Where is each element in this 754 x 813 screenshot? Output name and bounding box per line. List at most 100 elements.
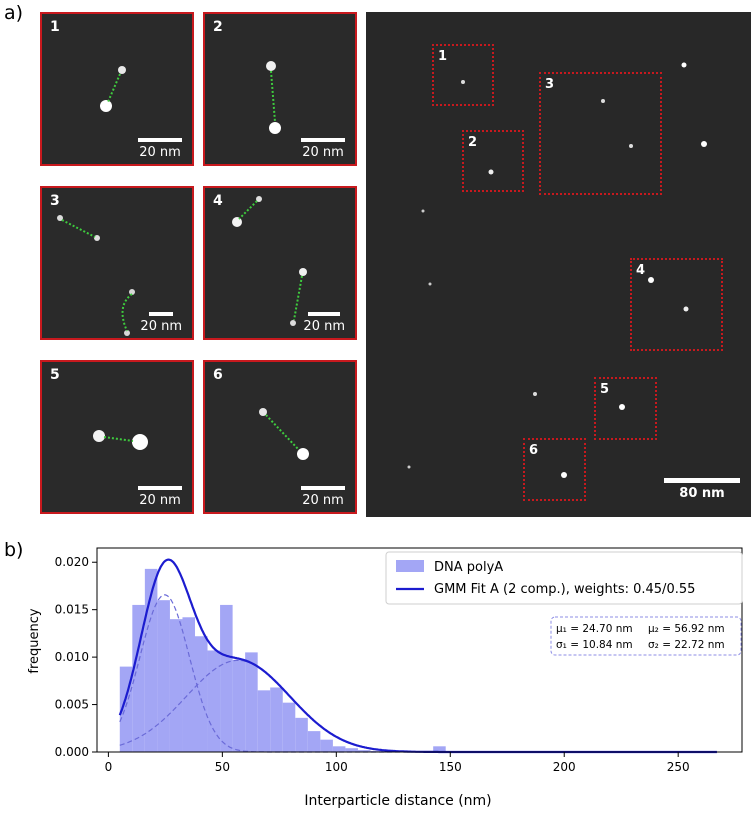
histogram-bar bbox=[295, 717, 308, 752]
panel-a-label: a) bbox=[4, 2, 24, 24]
particle bbox=[132, 434, 148, 450]
scale-bar-label: 20 nm bbox=[139, 493, 181, 508]
scale-bar-label: 20 nm bbox=[140, 319, 182, 334]
particle bbox=[629, 144, 633, 148]
distance-line bbox=[61, 219, 96, 238]
particle bbox=[290, 320, 296, 326]
legend-box bbox=[385, 551, 743, 605]
histogram-bar bbox=[245, 652, 258, 752]
scale-bar-label: 20 nm bbox=[302, 145, 344, 160]
scale-bar-label: 80 nm bbox=[679, 486, 725, 501]
particle bbox=[701, 141, 707, 147]
legend-label-fit: GMM Fit A (2 comp.), weights: 0.45/0.55 bbox=[434, 582, 695, 597]
tile-number: 6 bbox=[213, 367, 223, 383]
tile-4-image bbox=[232, 196, 307, 326]
panel-b-label: b) bbox=[4, 539, 24, 561]
overview-particles bbox=[407, 62, 707, 478]
tile-number: 1 bbox=[50, 19, 60, 35]
distance-line bbox=[265, 414, 300, 451]
tile-4: 4 20 nm bbox=[203, 186, 357, 340]
region-6: 6 bbox=[523, 438, 586, 501]
histogram-bar bbox=[220, 604, 233, 752]
x-axis-ticks: 0 50 100 150 200 250 bbox=[105, 752, 690, 774]
y-tick-label: 0.020 bbox=[55, 555, 89, 569]
region-3: 3 bbox=[539, 72, 662, 195]
overview-image: 1 2 3 4 5 6 80 nm bbox=[366, 12, 751, 517]
particle bbox=[421, 209, 425, 213]
x-tick-label: 0 bbox=[105, 760, 113, 774]
tile-5-image bbox=[93, 430, 148, 450]
distance-line bbox=[238, 200, 258, 220]
particle bbox=[297, 448, 309, 460]
particle bbox=[648, 277, 654, 283]
histogram-bar bbox=[257, 690, 271, 752]
particle bbox=[269, 122, 281, 134]
sigma2-label: σ₂ = 22.72 nm bbox=[648, 639, 725, 651]
tile-number: 5 bbox=[50, 367, 60, 383]
region-number: 5 bbox=[600, 382, 610, 397]
tile-5: 5 20 nm bbox=[40, 360, 194, 514]
histogram-bars bbox=[119, 568, 446, 752]
particle bbox=[561, 472, 567, 478]
y-tick-label: 0.005 bbox=[55, 698, 89, 712]
tile-6-image bbox=[259, 408, 309, 460]
scale-bar-label: 20 nm bbox=[303, 319, 345, 334]
particle bbox=[488, 169, 494, 175]
histogram-bar bbox=[232, 659, 246, 752]
particle bbox=[57, 215, 63, 221]
scale-bar-line bbox=[138, 138, 182, 142]
histogram-bar bbox=[345, 748, 358, 752]
tile-number: 2 bbox=[213, 19, 223, 35]
tile-3-image bbox=[57, 215, 135, 336]
region-1: 1 bbox=[432, 44, 494, 106]
tile-1-image bbox=[100, 66, 126, 112]
particle bbox=[93, 430, 105, 442]
particle bbox=[681, 62, 687, 68]
particle bbox=[256, 196, 262, 202]
x-tick-label: 150 bbox=[439, 760, 462, 774]
scale-bar-line bbox=[138, 486, 182, 490]
distance-line bbox=[121, 293, 133, 332]
scale-bar: 80 nm bbox=[664, 478, 740, 501]
tile-number: 4 bbox=[213, 193, 223, 209]
scale-bar-line bbox=[664, 478, 740, 483]
histogram-bar bbox=[132, 604, 145, 752]
y-tick-label: 0.015 bbox=[55, 603, 89, 617]
x-tick-label: 200 bbox=[553, 760, 576, 774]
scale-bar: 20 nm bbox=[140, 312, 182, 334]
particle bbox=[100, 100, 112, 112]
region-number: 3 bbox=[545, 77, 555, 92]
particle bbox=[266, 61, 276, 71]
particle bbox=[428, 282, 432, 286]
y-axis-ticks: 0.000 0.005 0.010 0.015 0.020 bbox=[55, 555, 97, 759]
x-axis-label: Interparticle distance (nm) bbox=[304, 793, 491, 809]
histogram-bar bbox=[307, 731, 321, 752]
histogram-chart: 0 50 100 150 200 250 0.000 0.005 0.010 0.015 0.02… bbox=[27, 547, 743, 809]
region-2: 2 bbox=[462, 130, 524, 192]
region-number: 2 bbox=[468, 135, 478, 150]
scale-bar-line bbox=[149, 312, 174, 316]
scale-bar-label: 20 nm bbox=[302, 493, 344, 508]
histogram-bar bbox=[207, 650, 221, 752]
mu1-label: μ₁ = 24.70 nm bbox=[556, 623, 633, 635]
particle bbox=[461, 80, 465, 84]
distance-line bbox=[270, 70, 276, 123]
histogram-bar bbox=[144, 568, 158, 752]
tile-number: 3 bbox=[50, 193, 60, 209]
scale-bar-label: 20 nm bbox=[139, 145, 181, 160]
histogram-bar bbox=[270, 687, 283, 752]
x-tick-label: 50 bbox=[215, 760, 230, 774]
x-tick-label: 250 bbox=[667, 760, 690, 774]
histogram-bar bbox=[433, 746, 446, 752]
distance-line bbox=[293, 275, 303, 321]
scale-bar-line bbox=[301, 138, 345, 142]
particle bbox=[683, 306, 689, 312]
tile-6: 6 20 nm bbox=[203, 360, 357, 514]
region-number: 6 bbox=[529, 443, 539, 458]
particle bbox=[299, 268, 307, 276]
tile-2: 2 20 nm bbox=[203, 12, 357, 166]
scale-bar: 20 nm bbox=[301, 486, 345, 508]
legend-label-histogram: DNA polyA bbox=[434, 560, 503, 575]
parameter-box-frame bbox=[550, 616, 742, 656]
parameter-box: μ₁ = 24.70 nm μ₂ = 56.92 nm σ₁ = 10.84 n… bbox=[550, 616, 742, 656]
